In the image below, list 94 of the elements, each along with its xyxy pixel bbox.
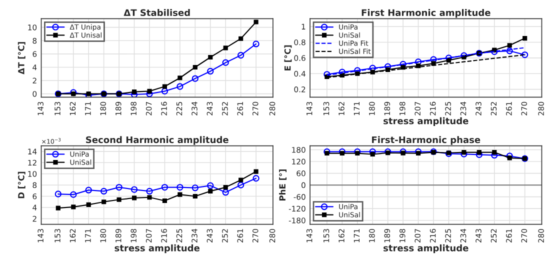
point — [506, 48, 513, 54]
point — [252, 174, 260, 182]
point — [176, 83, 184, 90]
point — [146, 90, 153, 98]
point — [208, 188, 213, 194]
point — [324, 148, 330, 156]
point — [460, 52, 468, 59]
point — [338, 68, 346, 76]
point — [354, 67, 361, 74]
x-axis-title: stress amplitude — [384, 244, 468, 254]
point — [161, 88, 168, 95]
point — [71, 204, 76, 210]
point — [176, 184, 184, 191]
point — [207, 68, 214, 75]
chart-title: Second Harmonic amplitude — [86, 136, 228, 145]
point — [476, 150, 482, 155]
point — [507, 43, 512, 48]
x-axis-title: stress amplitude — [114, 244, 200, 254]
point — [132, 196, 137, 200]
point — [370, 152, 375, 157]
point — [132, 90, 137, 94]
point — [71, 92, 76, 96]
point — [223, 46, 228, 50]
x-axis-title: stress amplitude — [384, 117, 468, 126]
point — [237, 52, 244, 59]
y-axis-title: D [°C] — [18, 172, 26, 198]
point — [416, 150, 421, 156]
point — [369, 64, 376, 72]
point — [146, 188, 153, 195]
point — [354, 148, 361, 156]
point — [254, 20, 258, 24]
point — [100, 188, 108, 195]
point — [446, 58, 452, 63]
point — [460, 150, 468, 158]
point — [400, 148, 406, 156]
point — [338, 148, 346, 156]
point — [192, 184, 198, 192]
point — [324, 71, 330, 78]
point — [522, 51, 528, 58]
point — [355, 150, 360, 156]
point — [238, 178, 244, 182]
point — [208, 54, 213, 60]
point — [237, 182, 244, 188]
point — [400, 60, 406, 68]
chart-title: ΔT Stabilised — [124, 9, 190, 16]
point — [340, 150, 344, 156]
point — [386, 150, 390, 156]
point — [506, 152, 513, 160]
point — [222, 59, 229, 66]
point — [70, 89, 77, 96]
point — [116, 197, 122, 202]
point — [207, 182, 214, 189]
point — [102, 200, 106, 204]
point — [223, 184, 228, 190]
y-axis-title: PhE [°] — [279, 170, 287, 200]
point — [161, 184, 168, 191]
chart-title: First Harmonic amplitude — [362, 9, 490, 18]
point — [252, 40, 260, 48]
point — [507, 156, 512, 160]
point — [522, 36, 528, 41]
point — [147, 88, 152, 94]
point — [384, 63, 392, 70]
point — [491, 48, 498, 55]
point — [431, 61, 436, 66]
point — [238, 36, 244, 41]
point — [54, 190, 62, 198]
point — [254, 169, 258, 174]
point — [462, 150, 466, 155]
point — [116, 184, 122, 191]
point — [85, 186, 92, 194]
point — [324, 150, 330, 156]
point — [491, 152, 498, 159]
point — [192, 75, 198, 82]
y-axis-title: E [°C] — [284, 45, 292, 70]
point — [130, 186, 138, 193]
point — [162, 84, 168, 89]
point — [162, 198, 168, 204]
point — [147, 195, 152, 200]
point — [86, 202, 91, 207]
point — [384, 148, 392, 156]
point — [445, 54, 452, 62]
chart-title: First-Harmonic phase — [372, 136, 480, 145]
point — [400, 150, 406, 156]
point — [56, 206, 60, 210]
point — [414, 58, 422, 66]
y-axis-title: ΔT [°C] — [18, 42, 26, 74]
point — [430, 56, 437, 63]
point — [222, 189, 229, 196]
point — [178, 76, 182, 80]
point — [178, 192, 182, 197]
point — [492, 150, 497, 155]
point — [70, 191, 77, 198]
point — [192, 64, 198, 70]
point — [192, 194, 198, 199]
